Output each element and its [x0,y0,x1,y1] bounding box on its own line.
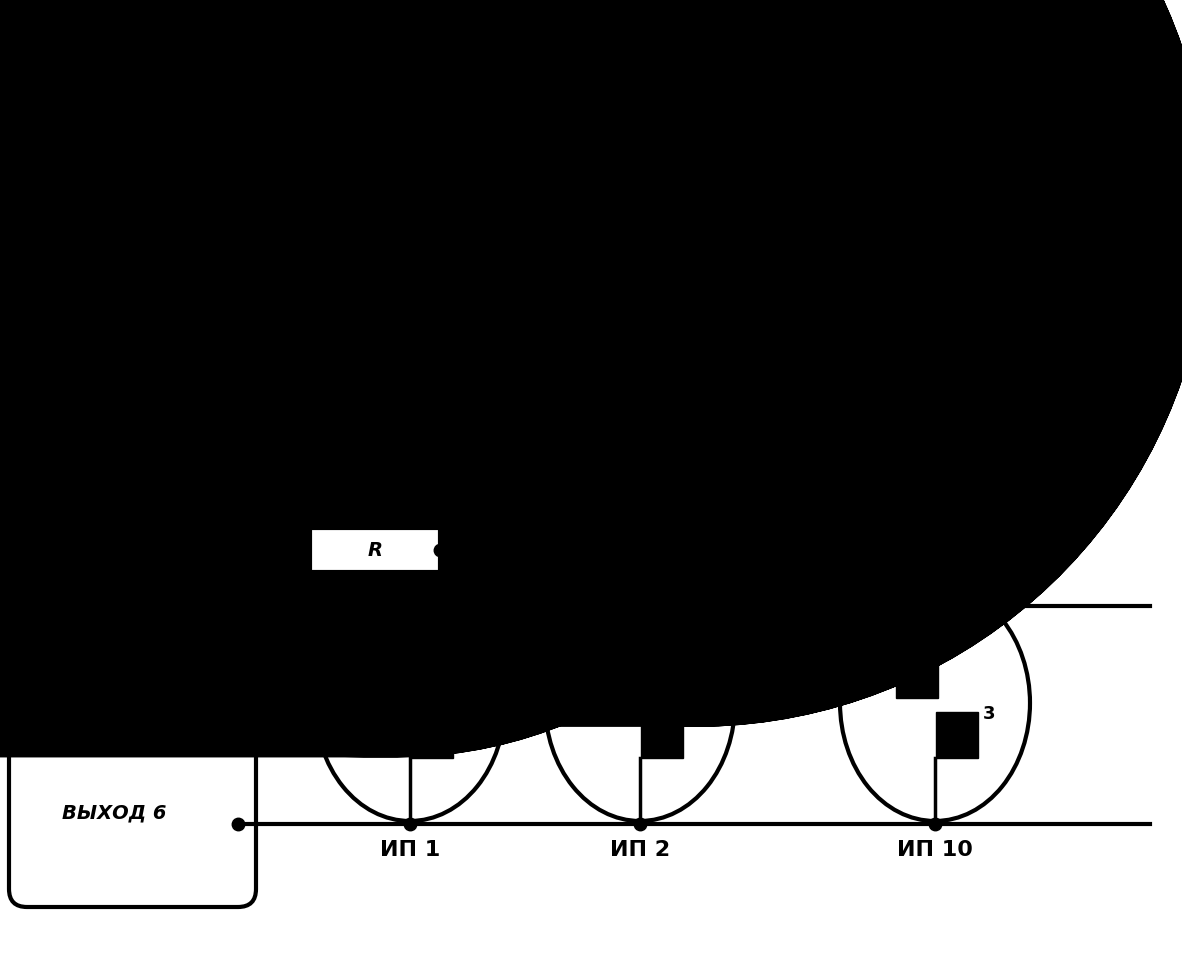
Text: ИП: ИП [245,526,286,551]
Bar [371,652,413,699]
Bar [600,652,643,699]
Text: 3: 3 [982,704,995,722]
Text: 2: 2 [260,242,275,262]
Text: 2: 2 [359,657,372,675]
Bar [641,712,683,759]
Text: ...: ... [768,687,806,720]
Text: R: R [604,80,621,100]
FancyBboxPatch shape [9,521,256,907]
Text: ШС: ШС [67,607,105,626]
Text: 4: 4 [260,371,275,391]
Text: 1 кОм: 1 кОм [584,39,639,57]
Bar [247,395,290,442]
Bar [310,529,440,573]
Bar [547,64,677,116]
Text: ИП 2: ИП 2 [610,840,670,859]
Text: ШС+: ШС+ [197,193,248,211]
Bar [896,652,939,699]
Text: ШС: ШС [780,228,824,248]
Ellipse shape [545,585,735,821]
Text: 2: 2 [590,657,603,675]
Text: ШС-: ШС- [320,347,363,365]
Text: 3: 3 [294,304,310,324]
Text: +12В: +12В [457,537,541,564]
Text: 3: 3 [688,704,700,722]
Text: 1 кОм: 1 кОм [349,503,401,521]
Text: выход 6: выход 6 [773,387,878,407]
Text: 2: 2 [885,657,897,675]
Text: SX-250,Light: SX-250,Light [773,302,913,321]
Text: 3: 3 [457,704,470,722]
Text: +12В: +12В [370,25,461,53]
Bar [167,290,209,337]
Bar [411,712,453,759]
Text: SX-250,Light: SX-250,Light [61,699,190,717]
Text: R: R [368,541,383,560]
Text: 1: 1 [210,304,226,324]
Bar [936,712,978,759]
Ellipse shape [105,119,426,509]
Text: ИП 10: ИП 10 [897,840,973,859]
Bar [247,190,290,237]
Text: ВЫХОД 6: ВЫХОД 6 [61,802,167,821]
Ellipse shape [840,585,1030,821]
Text: ИП 1: ИП 1 [379,840,440,859]
Bar [319,290,361,337]
Ellipse shape [314,585,505,821]
FancyBboxPatch shape [717,157,1108,477]
